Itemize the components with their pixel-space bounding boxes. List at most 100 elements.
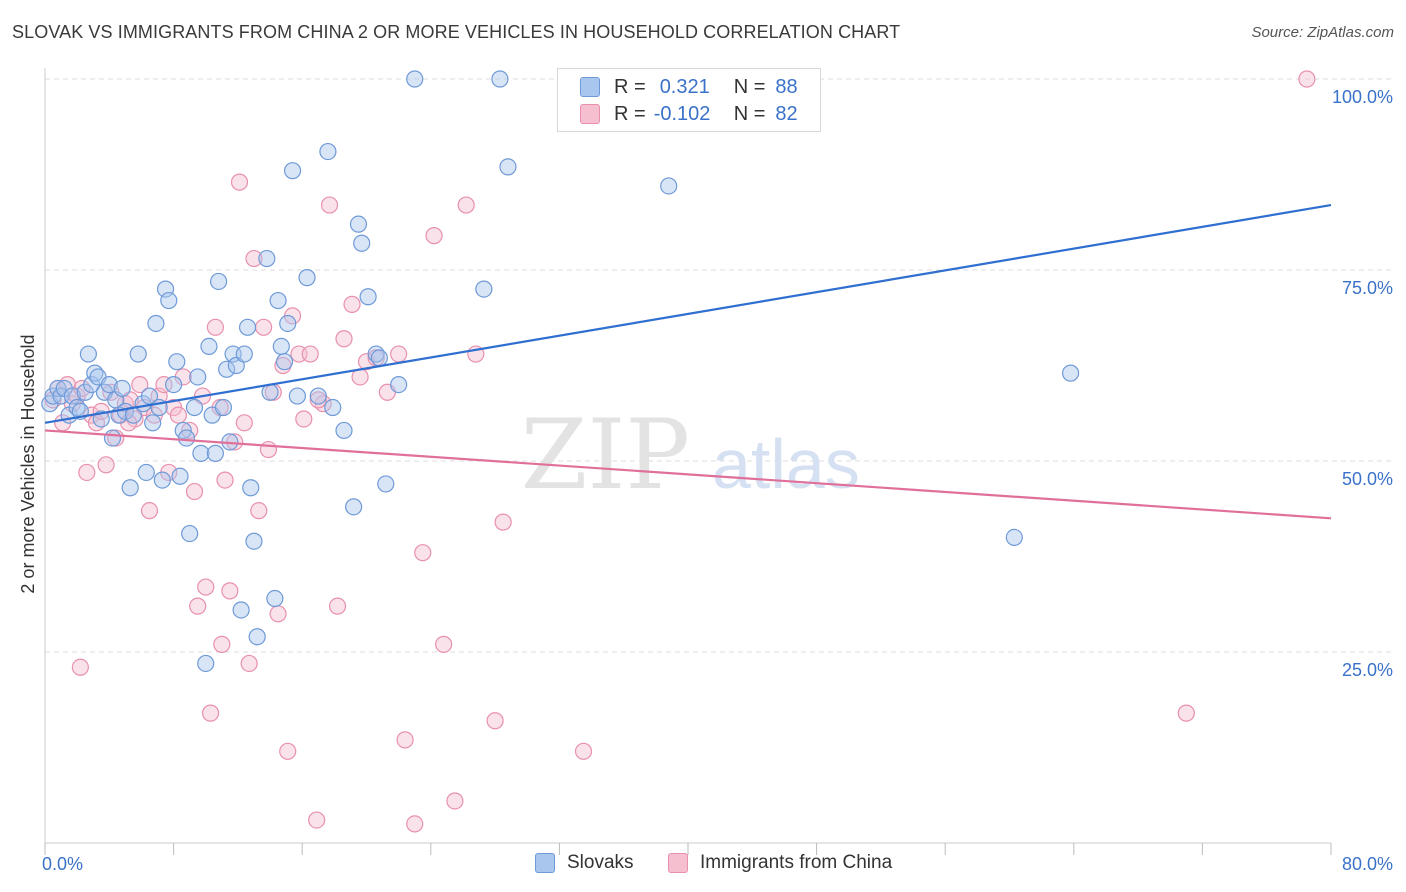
point-china	[216, 471, 234, 489]
point-slovaks	[210, 272, 228, 291]
stat-swatch-slovaks	[580, 77, 600, 97]
point-china	[446, 792, 464, 810]
point-slovaks	[377, 475, 395, 493]
point-slovaks	[345, 498, 363, 516]
point-china	[71, 658, 89, 676]
point-slovaks	[353, 234, 371, 252]
point-slovaks	[238, 318, 257, 336]
n-value-slovaks: 88	[775, 75, 798, 98]
r-label: R =	[614, 102, 646, 125]
point-slovaks	[370, 349, 388, 367]
y-tick-label: 50.0%	[1342, 469, 1393, 489]
point-slovaks	[245, 532, 263, 550]
point-china	[425, 227, 443, 245]
point-china	[406, 815, 424, 833]
point-china	[230, 173, 249, 191]
r-value-china: -0.102	[653, 102, 711, 125]
point-slovaks	[349, 215, 368, 233]
point-slovaks	[129, 345, 147, 363]
point-china	[308, 811, 326, 829]
n-label: N =	[733, 75, 766, 98]
point-china	[78, 463, 96, 482]
point-slovaks	[232, 601, 250, 619]
y-tick-label: 25.0%	[1342, 660, 1393, 680]
legend-swatch-slovaks	[535, 853, 555, 873]
x-tick-label-max: 80.0%	[1342, 854, 1393, 874]
legend-swatch-china	[668, 853, 688, 873]
point-slovaks	[171, 467, 189, 485]
stat-swatch-china	[580, 104, 600, 124]
point-china	[155, 376, 173, 394]
r-value-slovaks: 0.321	[659, 75, 710, 98]
point-slovaks	[298, 269, 316, 287]
point-china	[309, 391, 327, 409]
point-china	[240, 654, 258, 673]
y-tick-label: 75.0%	[1342, 278, 1393, 298]
point-china	[414, 544, 432, 562]
point-china	[335, 330, 353, 348]
r-label: R =	[614, 75, 646, 98]
watermark: ZIP atlas	[521, 399, 860, 511]
point-slovaks	[103, 429, 122, 447]
point-china	[201, 704, 220, 722]
legend-item-slovaks[interactable]: Slovaks	[535, 852, 634, 874]
point-slovaks	[309, 387, 327, 405]
point-slovaks	[200, 337, 218, 355]
point-slovaks	[491, 70, 509, 88]
point-slovaks	[168, 353, 186, 371]
point-china	[574, 742, 593, 760]
point-slovaks	[269, 291, 287, 310]
point-slovaks	[359, 288, 377, 306]
point-slovaks	[206, 444, 224, 462]
point-china	[140, 502, 159, 520]
source-label: Source: ZipAtlas.com	[1251, 24, 1394, 41]
point-china	[250, 502, 268, 520]
legend-item-china[interactable]: Immigrants from China	[668, 852, 892, 874]
point-china	[197, 578, 215, 596]
point-slovaks	[197, 654, 215, 673]
point-slovaks	[1005, 528, 1023, 547]
point-china	[390, 345, 408, 363]
point-slovaks	[275, 353, 294, 371]
point-slovaks	[121, 479, 139, 497]
point-china	[486, 712, 504, 730]
point-slovaks	[283, 162, 302, 180]
point-china	[185, 482, 204, 501]
point-slovaks	[185, 398, 204, 417]
point-slovaks	[100, 376, 118, 394]
x-tick-label-min: 0.0%	[42, 854, 83, 874]
point-china	[259, 440, 278, 459]
point-slovaks	[165, 376, 183, 394]
point-slovaks	[266, 589, 284, 608]
point-slovaks	[319, 142, 337, 161]
point-slovaks	[272, 337, 290, 355]
point-china	[343, 295, 361, 313]
grid-layer	[45, 78, 1393, 653]
chart-title: SLOVAK VS IMMIGRANTS FROM CHINA 2 OR MOR…	[12, 22, 901, 42]
point-slovaks	[1061, 364, 1080, 382]
point-slovaks	[390, 376, 408, 394]
point-china	[245, 249, 263, 268]
point-slovaks	[279, 314, 297, 333]
point-slovaks	[189, 368, 207, 386]
point-slovaks	[499, 158, 517, 176]
trend-line-slovaks	[44, 203, 1332, 424]
y-tick-label: 100.0%	[1332, 87, 1393, 107]
point-slovaks	[235, 345, 253, 363]
point-slovaks	[248, 628, 266, 646]
point-china	[295, 410, 313, 428]
watermark-zip: ZIP	[521, 399, 690, 511]
point-slovaks	[660, 177, 678, 195]
point-slovaks	[144, 414, 162, 432]
point-slovaks	[181, 524, 199, 543]
point-slovaks	[160, 291, 178, 310]
stat-row-china: R = -0.102 N = 82	[580, 100, 798, 128]
point-china	[221, 582, 239, 600]
point-slovaks	[192, 444, 210, 462]
watermark-atlas: atlas	[712, 425, 860, 503]
point-china	[435, 635, 453, 653]
point-china	[213, 635, 231, 653]
point-china	[206, 318, 224, 336]
point-china	[255, 318, 273, 336]
